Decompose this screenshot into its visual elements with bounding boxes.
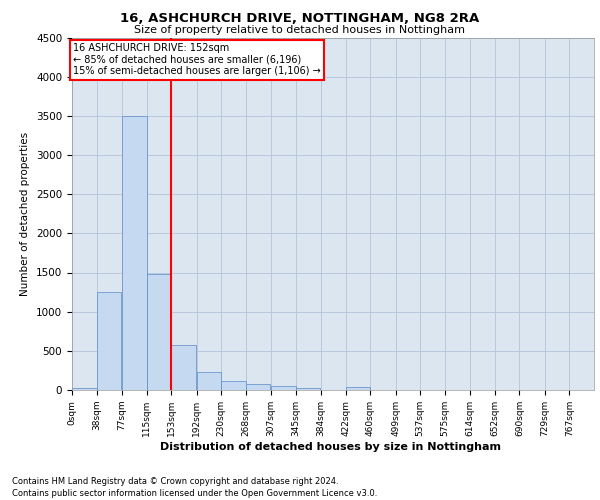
Bar [271, 386, 296, 390]
Y-axis label: Number of detached properties: Number of detached properties [20, 132, 31, 296]
Bar [72, 388, 97, 390]
Text: Contains public sector information licensed under the Open Government Licence v3: Contains public sector information licen… [12, 489, 377, 498]
Bar [146, 274, 171, 390]
Bar [197, 372, 221, 390]
Bar [346, 387, 370, 390]
Text: Size of property relative to detached houses in Nottingham: Size of property relative to detached ho… [134, 25, 466, 35]
Text: 16 ASHCHURCH DRIVE: 152sqm
← 85% of detached houses are smaller (6,196)
15% of s: 16 ASHCHURCH DRIVE: 152sqm ← 85% of deta… [73, 43, 321, 76]
Text: 16, ASHCHURCH DRIVE, NOTTINGHAM, NG8 2RA: 16, ASHCHURCH DRIVE, NOTTINGHAM, NG8 2RA [121, 12, 479, 26]
Bar [221, 382, 246, 390]
Bar [246, 384, 271, 390]
Bar [296, 388, 320, 390]
Bar [97, 292, 121, 390]
Text: Contains HM Land Registry data © Crown copyright and database right 2024.: Contains HM Land Registry data © Crown c… [12, 478, 338, 486]
Bar [122, 116, 146, 390]
Text: Distribution of detached houses by size in Nottingham: Distribution of detached houses by size … [160, 442, 500, 452]
Bar [171, 345, 196, 390]
